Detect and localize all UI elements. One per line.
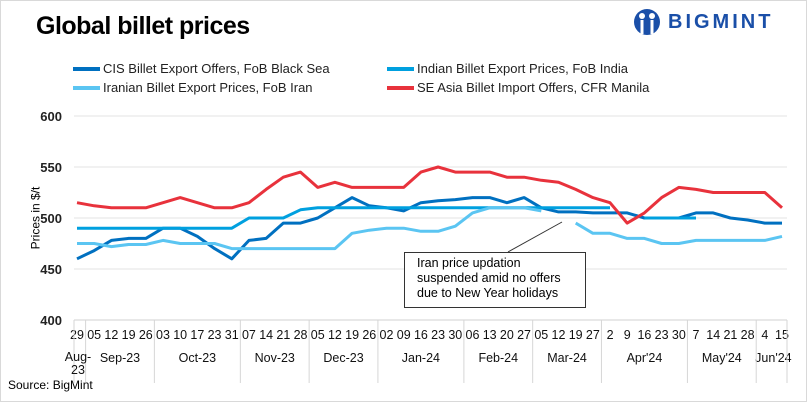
x-tick-label: 12 [552, 328, 566, 342]
month-label-aug: Aug-23 [64, 350, 92, 377]
x-tick-label: 12 [104, 328, 118, 342]
x-tick-label: 20 [500, 328, 514, 342]
x-tick-label: 19 [122, 328, 136, 342]
x-tick-label: 16 [414, 328, 428, 342]
x-tick-label: 21 [276, 328, 290, 342]
month-label: Apr'24 [627, 351, 663, 365]
y-tick-label: 400 [40, 313, 62, 328]
legend-item-seasia: SE Asia Billet Import Offers, CFR Manila [387, 80, 649, 95]
x-tick-label: 07 [242, 328, 256, 342]
legend-label: Iranian Billet Export Prices, FoB Iran [103, 80, 313, 95]
x-tick-label: 17 [190, 328, 204, 342]
y-tick-label: 550 [40, 160, 62, 175]
x-tick-label: 23 [208, 328, 222, 342]
annotation-leader [507, 221, 563, 253]
x-tick-label: 7 [693, 328, 700, 342]
month-label: Feb-24 [478, 351, 518, 365]
x-tick-label: 30 [448, 328, 462, 342]
x-tick-label: 2 [607, 328, 614, 342]
legend-swatch [73, 66, 100, 71]
month-label: Mar-24 [547, 351, 587, 365]
x-tick-label: 15 [775, 328, 789, 342]
x-tick-label: 14 [259, 328, 273, 342]
legend-swatch [73, 85, 100, 90]
month-label: Jun'24 [755, 351, 791, 365]
x-tick-label: 13 [483, 328, 497, 342]
x-tick-label: 29 [70, 328, 84, 342]
month-label: Oct-23 [179, 351, 217, 365]
legend-label: SE Asia Billet Import Offers, CFR Manila [417, 80, 650, 95]
legend-swatch [387, 66, 414, 71]
annotation-line: due to New Year holidays [417, 286, 559, 300]
series-line-3 [76, 165, 783, 225]
x-tick-label: 28 [741, 328, 755, 342]
annotation-line: Iran price updation [417, 256, 521, 270]
x-tick-label: 14 [706, 328, 720, 342]
x-tick-label: 19 [569, 328, 583, 342]
x-tick-label: 28 [294, 328, 308, 342]
annotation-box: Iran price updation suspended amid no of… [404, 252, 586, 308]
annotation-line: suspended amid no offers [417, 271, 561, 285]
legend-item-cis: CIS Billet Export Offers, FoB Black Sea [73, 61, 330, 76]
x-tick-label: 05 [311, 328, 325, 342]
source-note: Source: BigMint [8, 378, 93, 392]
x-tick-label: 16 [637, 328, 651, 342]
x-tick-label: 23 [655, 328, 669, 342]
legend-item-indian: Indian Billet Export Prices, FoB India [387, 61, 628, 76]
x-tick-label: 4 [761, 328, 768, 342]
x-tick-label: 19 [345, 328, 359, 342]
people-icon [634, 9, 660, 35]
x-tick-label: 31 [225, 328, 239, 342]
series-line-2 [77, 206, 783, 251]
x-tick-label: 27 [517, 328, 531, 342]
chart-title: Global billet prices [36, 12, 250, 40]
x-tick-label: 10 [173, 328, 187, 342]
x-tick-label: 02 [380, 328, 394, 342]
x-tick-label: 26 [139, 328, 153, 342]
x-tick-label: 27 [586, 328, 600, 342]
x-tick-label: 05 [87, 328, 101, 342]
x-tick-label: 21 [723, 328, 737, 342]
x-tick-label: 23 [431, 328, 445, 342]
x-tick-label: 09 [397, 328, 411, 342]
legend-swatch [387, 85, 414, 90]
legend-label: CIS Billet Export Offers, FoB Black Sea [103, 61, 330, 76]
y-tick-label: 450 [40, 262, 62, 277]
x-tick-label: 03 [156, 328, 170, 342]
month-label: Nov-23 [255, 351, 295, 365]
legend-label: Indian Billet Export Prices, FoB India [417, 61, 628, 76]
x-tick-label: 06 [466, 328, 480, 342]
month-label: Jan-24 [402, 351, 440, 365]
x-tick-label: 30 [672, 328, 686, 342]
y-tick-label: 600 [40, 109, 62, 124]
x-tick-label: 9 [624, 328, 631, 342]
bigmint-logo: BIGMINT [632, 8, 773, 36]
month-label: May'24 [702, 351, 742, 365]
month-label: Dec-23 [323, 351, 363, 365]
x-tick-label: 26 [362, 328, 376, 342]
logo-text: BIGMINT [668, 10, 774, 33]
x-tick-label: 05 [534, 328, 548, 342]
month-label: Sep-23 [100, 351, 140, 365]
legend-item-iranian: Iranian Billet Export Prices, FoB Iran [73, 80, 313, 95]
x-tick-label: 12 [328, 328, 342, 342]
y-tick-label: 500 [40, 211, 62, 226]
